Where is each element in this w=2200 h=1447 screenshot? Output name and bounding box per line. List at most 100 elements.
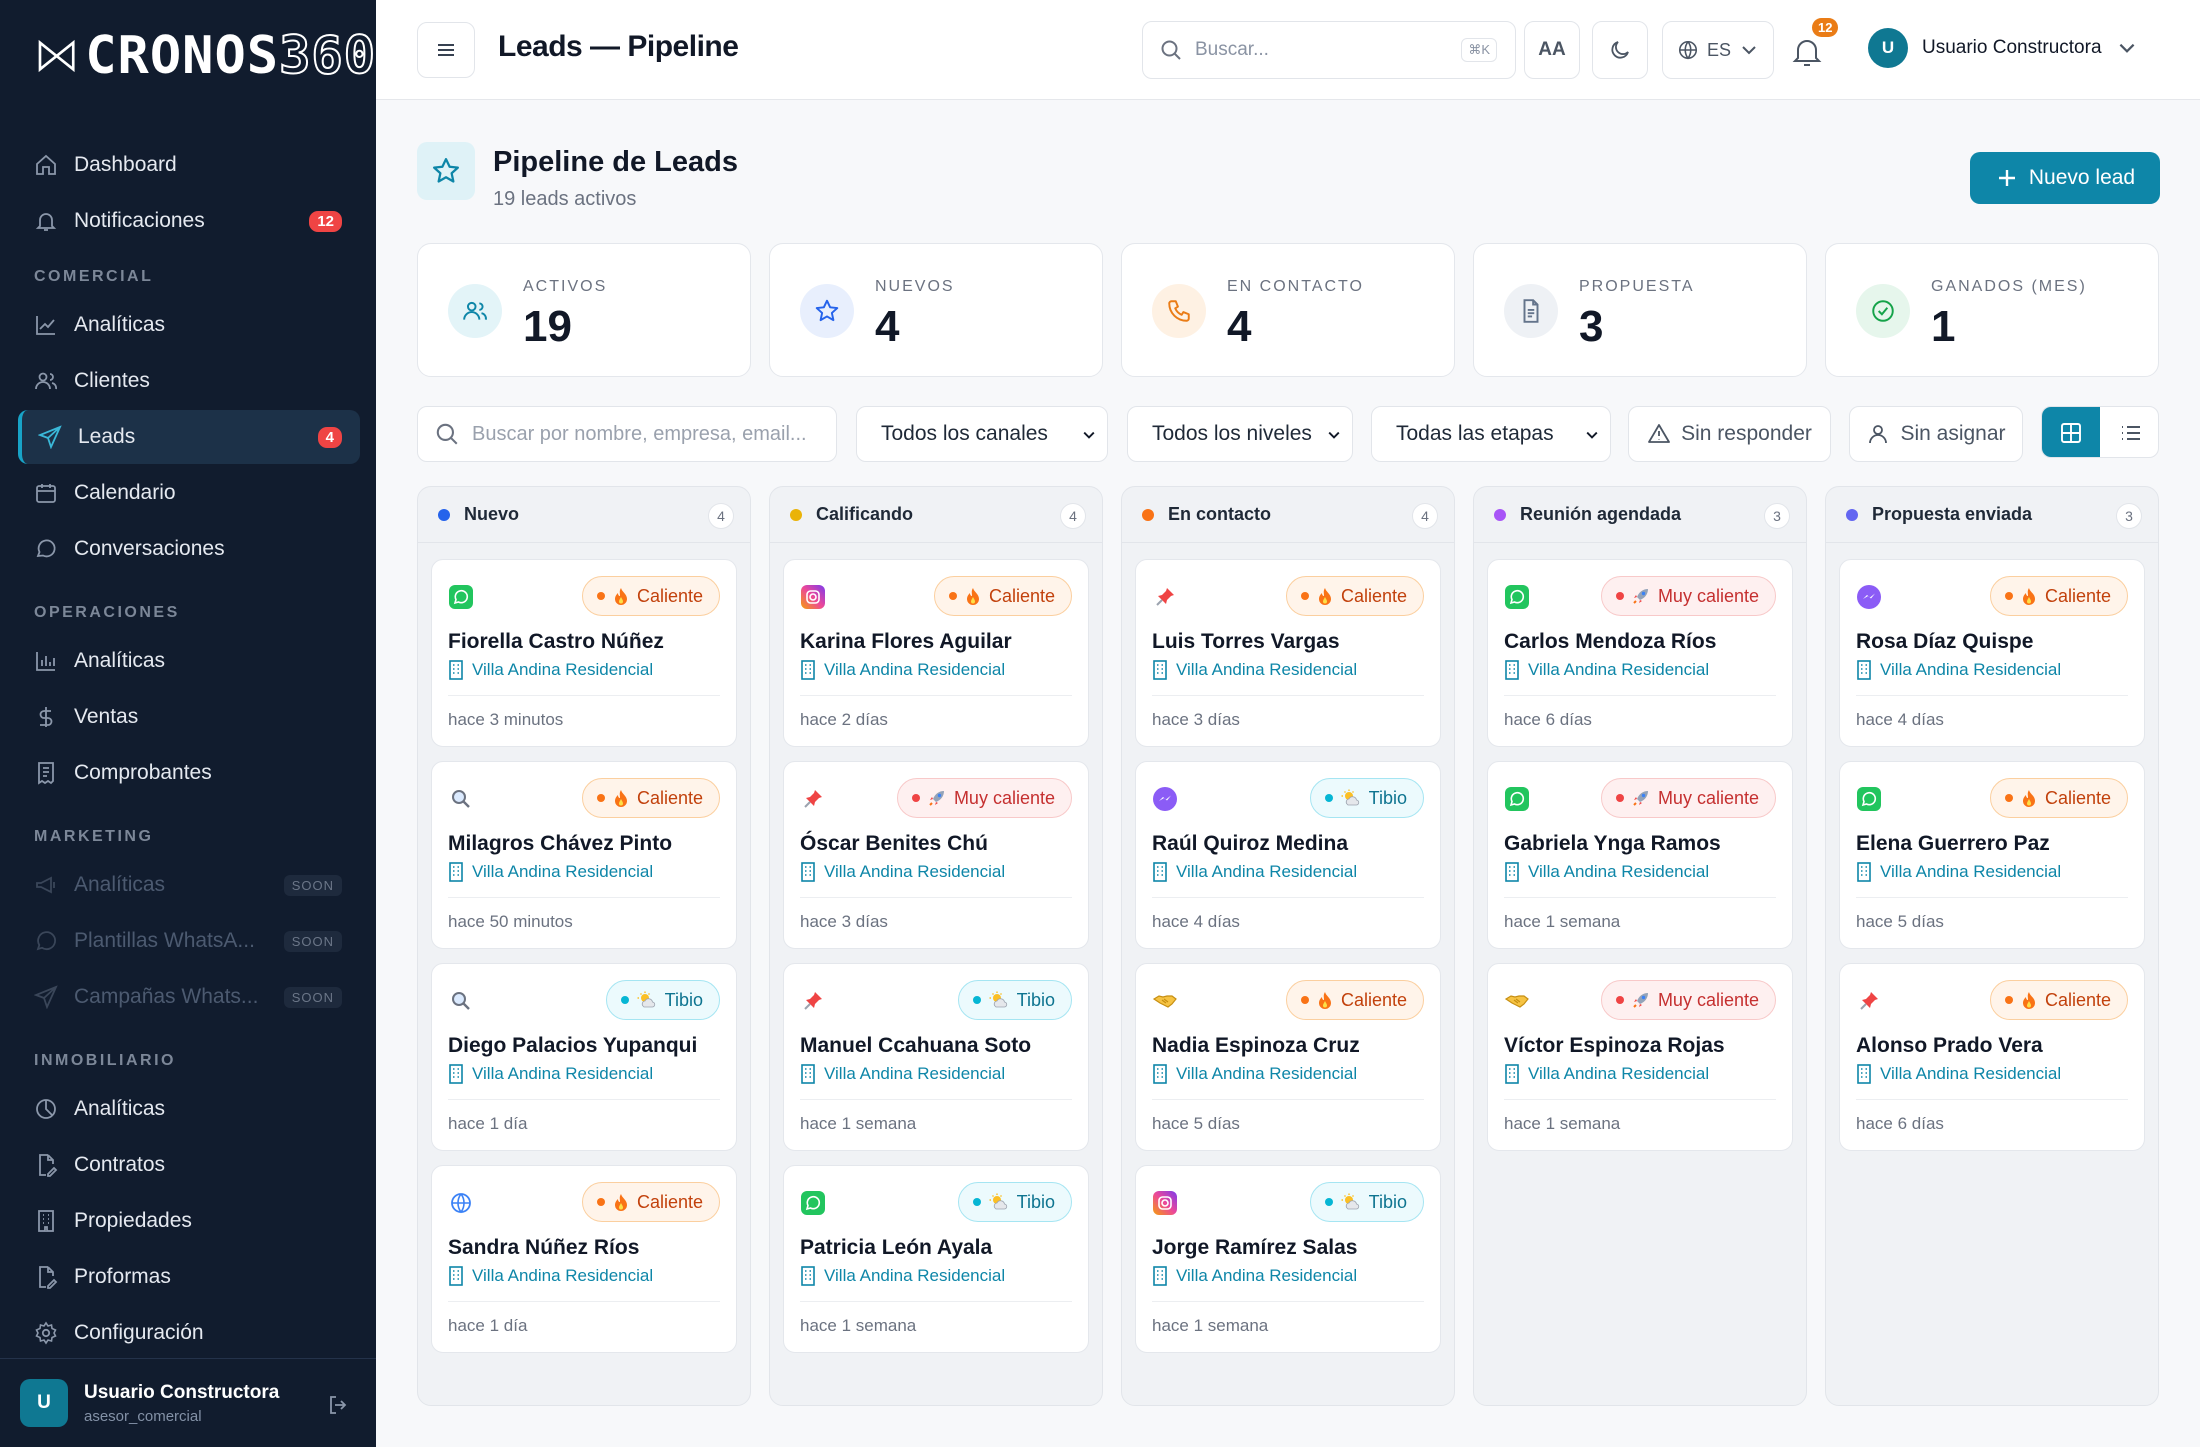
sidebar-item-configuracion[interactable]: Configuración — [18, 1306, 360, 1360]
card-divider — [800, 897, 1072, 898]
brand-name: CRONOS360 — [85, 25, 376, 87]
lead-card[interactable]: Caliente Fiorella Castro Núñez Villa Andin… — [431, 559, 737, 747]
lead-project-link[interactable]: Villa Andina Residencial — [800, 1266, 1005, 1286]
fire-icon — [966, 588, 979, 605]
lead-project-link[interactable]: Villa Andina Residencial — [1152, 1064, 1357, 1084]
channel-filter-select[interactable]: Todos los canales — [856, 406, 1108, 462]
lead-project-link[interactable]: Villa Andina Residencial — [448, 660, 653, 680]
global-search-input[interactable]: Buscar... ⌘K — [1142, 21, 1516, 79]
brand-logo[interactable]: CRONOS360 — [0, 0, 376, 112]
lead-card[interactable]: Muy caliente Óscar Benites Chú Villa Andin… — [783, 761, 1089, 949]
sidebar-item-leads[interactable]: Leads 4 — [18, 410, 360, 464]
unassigned-filter-button[interactable]: Sin asignar — [1849, 406, 2023, 462]
lead-project-link[interactable]: Villa Andina Residencial — [1152, 862, 1357, 882]
board-view-button[interactable] — [2042, 407, 2100, 457]
lead-time: hace 4 días — [1152, 912, 1240, 931]
lead-name: Jorge Ramírez Salas — [1152, 1236, 1358, 1259]
lead-project-link[interactable]: Villa Andina Residencial — [448, 1266, 653, 1286]
fire-icon — [2022, 588, 2035, 605]
font-size-button[interactable]: AA — [1524, 21, 1580, 79]
level-filter-value: Todos los niveles — [1152, 422, 1312, 445]
whatsapp-icon — [448, 584, 474, 610]
sidebar-item-comprobantes[interactable]: Comprobantes — [18, 746, 360, 800]
temperature-dot — [1300, 592, 1309, 600]
lead-card[interactable]: Tibio Raúl Quiroz Medina Villa Andina Resi… — [1135, 761, 1441, 949]
pipeline-column: En contacto 4 Caliente Luis Torres Vargas Vi… — [1121, 486, 1455, 1406]
sidebar-item-analiticas-comercial[interactable]: Analíticas — [18, 298, 360, 352]
sidebar-item-ventas[interactable]: Ventas — [18, 690, 360, 744]
new-lead-button[interactable]: Nuevo lead — [1970, 152, 2160, 204]
lead-card[interactable]: Caliente Luis Torres Vargas Villa Andina R… — [1135, 559, 1441, 747]
sidebar-item-dashboard[interactable]: Dashboard — [18, 138, 360, 192]
lead-project-link[interactable]: Villa Andina Residencial — [1856, 660, 2061, 680]
section-operaciones: OPERACIONES — [34, 604, 180, 621]
lead-project-link[interactable]: Villa Andina Residencial — [1152, 660, 1357, 680]
logout-icon[interactable] — [326, 1393, 350, 1417]
temperature-badge: Tibio — [1309, 778, 1424, 818]
lead-card[interactable]: Caliente Rosa Díaz Quispe Villa Andina Res… — [1839, 559, 2145, 747]
notifications-button[interactable]: 12 — [1790, 18, 1839, 74]
user-menu[interactable]: U Usuario Constructora — [1868, 28, 2138, 68]
lead-project-link[interactable]: Villa Andina Residencial — [448, 862, 653, 882]
lead-project-link[interactable]: Villa Andina Residencial — [448, 1064, 653, 1084]
star-icon — [800, 284, 854, 338]
stat-value: 3 — [1579, 302, 1604, 351]
card-divider — [800, 1301, 1072, 1302]
lead-project-link[interactable]: Villa Andina Residencial — [800, 660, 1005, 680]
lead-time: hace 5 días — [1152, 1114, 1240, 1133]
lead-project-link[interactable]: Villa Andina Residencial — [800, 862, 1005, 882]
list-view-button[interactable] — [2102, 407, 2158, 457]
building-icon — [449, 1266, 463, 1286]
sidebar-item-notificaciones[interactable]: Notificaciones 12 — [18, 194, 360, 248]
lead-card[interactable]: Muy caliente Gabriela Ynga Ramos Villa And… — [1487, 761, 1793, 949]
lead-project-link[interactable]: Villa Andina Residencial — [1152, 1266, 1357, 1286]
lead-card[interactable]: Muy caliente Carlos Mendoza Ríos Villa And… — [1487, 559, 1793, 747]
lead-project-link[interactable]: Villa Andina Residencial — [1504, 862, 1709, 882]
unanswered-filter-button[interactable]: Sin responder — [1628, 406, 1831, 462]
sidebar-item-clientes[interactable]: Clientes — [18, 354, 360, 408]
lead-card[interactable]: Tibio Jorge Ramírez Salas Villa Andina Res… — [1135, 1165, 1441, 1353]
building-icon — [1153, 1064, 1167, 1084]
document-icon — [1504, 284, 1558, 338]
lead-project-link[interactable]: Villa Andina Residencial — [1504, 1064, 1709, 1084]
column-title: Reunión agendada — [1520, 504, 1682, 524]
user-name: Usuario Constructora — [84, 1381, 280, 1403]
bell-icon — [1792, 40, 1822, 66]
lead-project-link[interactable]: Villa Andina Residencial — [800, 1064, 1005, 1084]
building-icon — [1153, 862, 1167, 882]
lead-card[interactable]: Tibio Diego Palacios Yupanqui Villa Andina… — [431, 963, 737, 1151]
lead-project-link[interactable]: Villa Andina Residencial — [1504, 660, 1709, 680]
lead-project-link[interactable]: Villa Andina Residencial — [1856, 862, 2061, 882]
lead-project-link[interactable]: Villa Andina Residencial — [1856, 1064, 2061, 1084]
sidebar-item-contratos[interactable]: Contratos — [18, 1138, 360, 1192]
lead-card[interactable]: Caliente Nadia Espinoza Cruz Villa Andina … — [1135, 963, 1441, 1151]
lead-card[interactable]: Caliente Alonso Prado Vera Villa Andina Re… — [1839, 963, 2145, 1151]
sidebar-item-label: Comprobantes — [74, 761, 212, 784]
lead-card[interactable]: Muy caliente Víctor Espinoza Rojas Villa A… — [1487, 963, 1793, 1151]
sidebar-item-proformas[interactable]: Proformas — [18, 1250, 360, 1304]
fire-icon — [614, 588, 627, 605]
menu-toggle-button[interactable] — [417, 22, 475, 78]
lead-search-input[interactable]: Buscar por nombre, empresa, email... — [417, 406, 837, 462]
sidebar-item-analiticas-inmobiliario[interactable]: Analíticas — [18, 1082, 360, 1136]
sidebar-item-conversaciones[interactable]: Conversaciones — [18, 522, 360, 576]
card-divider — [1856, 695, 2128, 696]
lead-card[interactable]: Caliente Milagros Chávez Pinto Villa Andin… — [431, 761, 737, 949]
file-edit-icon — [39, 1266, 58, 1289]
sidebar-item-campanas-whatsapp: Campañas Whats... SOON — [18, 970, 360, 1024]
sidebar-item-calendario[interactable]: Calendario — [18, 466, 360, 520]
temperature-dot — [1615, 996, 1624, 1004]
lead-card[interactable]: Tibio Manuel Ccahuana Soto Villa Andina Re… — [783, 963, 1089, 1151]
lead-card[interactable]: Caliente Sandra Núñez Ríos Villa Andina Re… — [431, 1165, 737, 1353]
level-filter-select[interactable]: Todos los niveles — [1127, 406, 1353, 462]
temperature-badge: Caliente — [581, 1182, 720, 1222]
stage-filter-select[interactable]: Todas las etapas — [1371, 406, 1611, 462]
theme-toggle-button[interactable] — [1592, 21, 1648, 79]
lead-card[interactable]: Caliente Karina Flores Aguilar Villa Andin… — [783, 559, 1089, 747]
sidebar-item-propiedades[interactable]: Propiedades — [18, 1194, 360, 1248]
sidebar-item-analiticas-operaciones[interactable]: Analíticas — [18, 634, 360, 688]
lead-card[interactable]: Caliente Elena Guerrero Paz Villa Andina R… — [1839, 761, 2145, 949]
language-select[interactable]: ES — [1662, 21, 1774, 79]
lead-name: Sandra Núñez Ríos — [448, 1236, 640, 1259]
lead-card[interactable]: Tibio Patricia León Ayala Villa Andina Res… — [783, 1165, 1089, 1353]
